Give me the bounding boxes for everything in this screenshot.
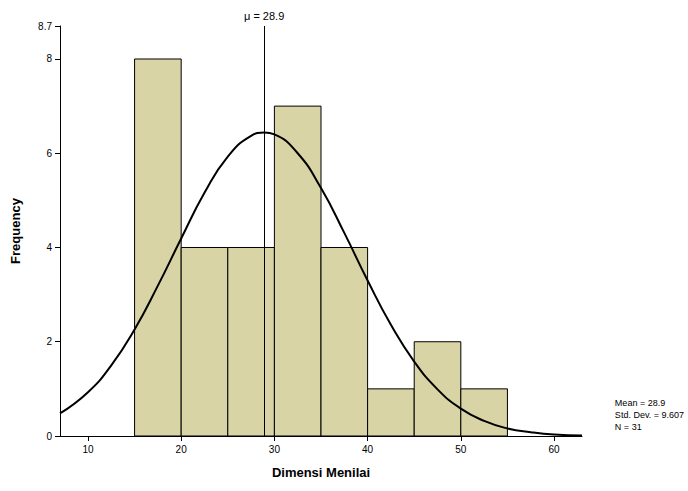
svg-text:60: 60 — [548, 444, 560, 455]
svg-text:8: 8 — [46, 53, 52, 64]
svg-text:μ = 28.9: μ = 28.9 — [244, 10, 284, 22]
svg-text:Frequency: Frequency — [8, 197, 23, 264]
svg-text:6: 6 — [46, 148, 52, 159]
svg-text:Dimensi Menilai: Dimensi Menilai — [272, 465, 370, 480]
svg-text:Std. Dev. = 9.607: Std. Dev. = 9.607 — [615, 410, 684, 420]
svg-text:10: 10 — [82, 444, 94, 455]
svg-text:Mean = 28.9: Mean = 28.9 — [615, 398, 665, 408]
svg-text:2: 2 — [46, 336, 52, 347]
svg-text:8.7: 8.7 — [38, 21, 52, 32]
svg-text:N = 31: N = 31 — [615, 422, 642, 432]
svg-text:0: 0 — [46, 431, 52, 442]
svg-text:4: 4 — [46, 242, 52, 253]
svg-text:20: 20 — [176, 444, 188, 455]
svg-text:40: 40 — [362, 444, 374, 455]
svg-text:50: 50 — [455, 444, 467, 455]
svg-text:30: 30 — [269, 444, 281, 455]
